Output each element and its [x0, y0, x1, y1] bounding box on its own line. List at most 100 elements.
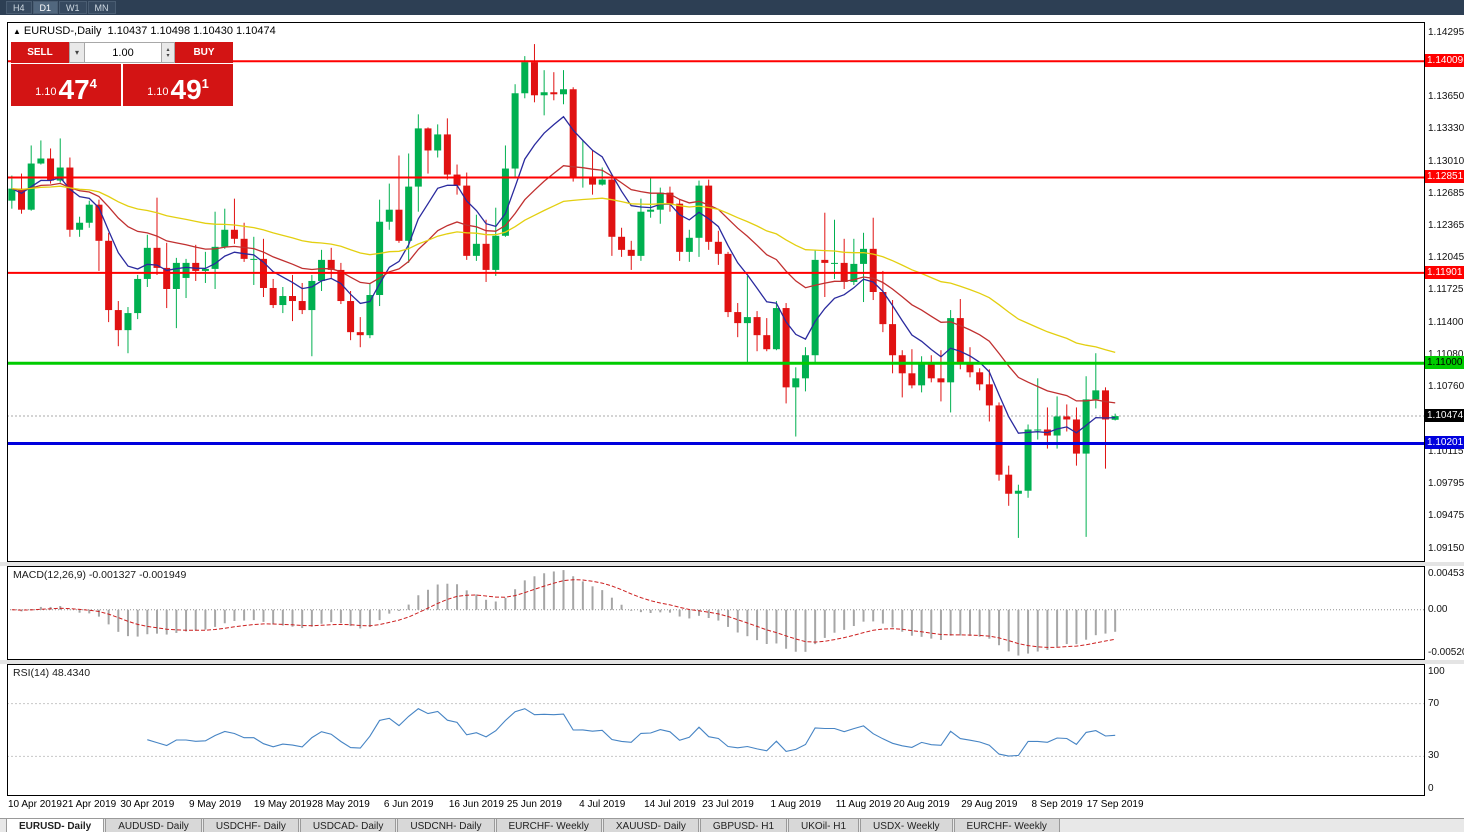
date-tick-label: 8 Sep 2019	[1031, 799, 1083, 810]
chart-ohlc-values: 1.10437 1.10498 1.10430 1.10474	[107, 25, 276, 37]
volume-stepper[interactable]: ▴ ▾	[161, 42, 175, 63]
chart-tab-eurusd-daily[interactable]: EURUSD- Daily	[6, 819, 105, 832]
date-tick-label: 11 Aug 2019	[835, 799, 892, 810]
chart-tab-eurchf-weekly[interactable]: EURCHF- Weekly	[953, 819, 1060, 832]
price-chart-panel[interactable]: ▲ EURUSD-,Daily 1.10437 1.10498 1.10430 1.…	[7, 22, 1425, 562]
date-tick-label: 28 May 2019	[311, 799, 370, 810]
axis-tick-label: 1.14295	[1428, 26, 1464, 38]
arrow-up-icon: ▴	[166, 46, 170, 53]
candles-layer	[8, 44, 1119, 538]
buy-price-prefix: 1.10	[147, 86, 169, 98]
axis-tick-label: 1.09475	[1428, 510, 1464, 522]
volume-input[interactable]	[85, 42, 161, 63]
chart-tabs: EURUSD- Daily AUDUSD- Daily USDCHF- Daily U…	[0, 819, 1464, 832]
timeframe-button-w1[interactable]: W1	[59, 1, 87, 14]
timeframe-button-mn[interactable]: MN	[87, 1, 116, 14]
date-tick-label: 21 Apr 2019	[62, 799, 117, 810]
date-tick-label: 4 Jul 2019	[579, 799, 626, 810]
axis-tick-label: 1.13650	[1428, 91, 1464, 103]
chart-tab-gbpusd-h1[interactable]: GBPUSD- H1	[699, 819, 788, 832]
timeframe-button-d1[interactable]: D1	[32, 1, 59, 14]
axis-tick-label: 30	[1428, 750, 1440, 762]
hline-price-label: 1.14009	[1425, 54, 1464, 68]
axis-tick-label: 1.11080	[1428, 349, 1464, 361]
chart-tabs-bar: EURUSD- Daily AUDUSD- Daily USDCHF- Daily U…	[0, 818, 1464, 832]
rsi-line	[147, 708, 1116, 757]
rsi-panel[interactable]: RSI(14) 48.4340	[7, 664, 1425, 796]
sell-price-pipette: 4	[89, 76, 97, 91]
axis-tick-label: 1.11725	[1428, 284, 1464, 296]
chart-symbol-label: EURUSD-,Daily	[23, 25, 102, 37]
candlestick-chart[interactable]	[7, 22, 1425, 562]
sell-price-big-digits: 47	[58, 74, 90, 105]
macd-signal-line	[11, 579, 1116, 648]
horizontal-lines-layer	[7, 60, 1425, 445]
sell-button[interactable]: SELL	[11, 42, 69, 63]
buy-price-display[interactable]: 1.10 49 1	[123, 64, 233, 106]
chart-frame	[7, 22, 1425, 562]
chart-tab-usdx-weekly[interactable]: USDX- Weekly	[860, 819, 953, 832]
hline-price-label: 1.12851	[1425, 170, 1464, 184]
hline-price-label: 1.10201	[1425, 436, 1464, 450]
chart-tab-xauusd-daily[interactable]: XAUUSD- Daily	[602, 819, 699, 832]
sell-price-prefix: 1.10	[35, 86, 57, 98]
macd-panel[interactable]: MACD(12,26,9) -0.001327 -0.001949	[7, 566, 1425, 660]
sell-price-display[interactable]: 1.10 47 4	[11, 64, 121, 106]
price-axis: 1.14295 1.13650 1.13330 1.13010 1.12685 1.123…	[1425, 22, 1464, 562]
arrow-down-icon: ▾	[166, 52, 170, 59]
chart-frame	[7, 566, 1425, 660]
trade-controls-row: SELL ▾ ▴▾ BUY	[11, 42, 233, 63]
axis-tick-label: 0	[1428, 783, 1434, 794]
axis-tick-label: 0.004536	[1428, 568, 1464, 579]
date-tick-label: 9 May 2019	[188, 799, 242, 810]
date-tick-label: 16 Jun 2019	[448, 799, 504, 810]
panel-divider[interactable]	[0, 660, 1464, 664]
axis-tick-label: 1.11400	[1428, 317, 1464, 329]
macd-indicator-label: MACD(12,26,9) -0.001327 -0.001949	[13, 569, 187, 581]
date-tick-label: 10 Apr 2019	[8, 799, 62, 810]
volume-dropdown-button[interactable]: ▾	[69, 42, 85, 63]
chart-tab-eurchf-weekly[interactable]: EURCHF- Weekly	[495, 819, 602, 832]
axis-tick-label: 70	[1428, 697, 1440, 709]
buy-price-big-digits: 49	[170, 74, 202, 105]
macd-chart[interactable]	[7, 566, 1425, 660]
buy-button[interactable]: BUY	[175, 42, 233, 63]
axis-tick-label: 1.10760	[1428, 381, 1464, 393]
timeframe-toolbar: H4 D1 W1 MN	[0, 0, 1464, 15]
chevron-down-icon: ▾	[74, 48, 79, 57]
date-tick-label: 25 Jun 2019	[506, 799, 562, 810]
axis-tick-label: 1.12365	[1428, 220, 1464, 232]
date-tick-label: 30 Apr 2019	[120, 799, 175, 810]
date-tick-label: 14 Jul 2019	[644, 799, 696, 810]
timeframe-button-h4[interactable]: H4	[6, 1, 32, 14]
current-price-label: 1.10474	[1425, 409, 1464, 423]
chart-title: ▲ EURUSD-,Daily 1.10437 1.10498 1.10430 1.…	[13, 25, 276, 37]
axis-tick-label: 1.10115	[1428, 446, 1464, 458]
rsi-indicator-label: RSI(14) 48.4340	[13, 667, 91, 679]
date-tick-label: 20 Aug 2019	[893, 799, 950, 810]
chart-tab-usdcad-daily[interactable]: USDCAD- Daily	[299, 819, 397, 832]
rsi-chart[interactable]	[7, 664, 1425, 796]
timeframe-buttons: H4 D1 W1 MN	[6, 1, 116, 14]
date-tick-label: 23 Jul 2019	[702, 799, 754, 810]
axis-tick-label: 1.12685	[1428, 188, 1464, 200]
chart-frame	[7, 664, 1425, 796]
chart-tab-audusd-daily[interactable]: AUDUSD- Daily	[105, 819, 202, 832]
axis-tick-label: 100	[1428, 666, 1445, 677]
chart-tab-usdchf-daily[interactable]: USDCHF- Daily	[202, 819, 299, 832]
axis-tick-label: 1.09795	[1428, 478, 1464, 490]
buy-price-pipette: 1	[201, 76, 209, 91]
moving-averages-layer	[11, 115, 1116, 434]
panel-divider[interactable]	[0, 562, 1464, 566]
chart-tab-usdcnh-daily[interactable]: USDCNH- Daily	[397, 819, 495, 832]
date-tick-label: 17 Sep 2019	[1086, 799, 1144, 810]
chart-tab-ukoil-h1[interactable]: UKOil- H1	[788, 819, 860, 832]
date-tick-label: 19 May 2019	[253, 799, 312, 810]
date-tick-label: 29 Aug 2019	[961, 799, 1018, 810]
collapse-arrow-icon[interactable]: ▲	[13, 27, 21, 36]
axis-tick-label: 1.12045	[1428, 252, 1464, 264]
rsi-level-lines	[7, 703, 1425, 757]
axis-tick-label: 1.13010	[1428, 155, 1464, 167]
macd-value-axis: 0.004536 0.00 -0.005205	[1425, 566, 1464, 660]
